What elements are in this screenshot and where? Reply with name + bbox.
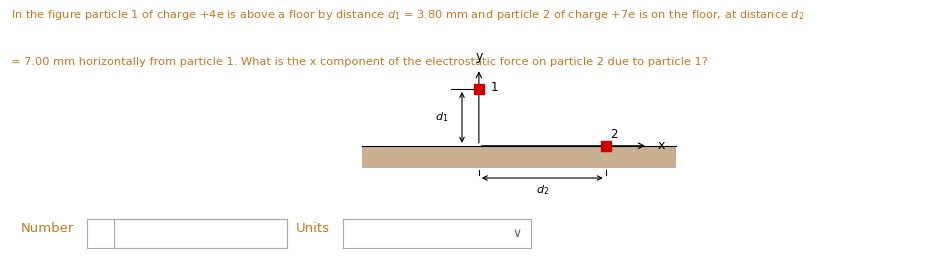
Text: $d_2$: $d_2$ <box>535 183 549 197</box>
Text: 2: 2 <box>610 128 618 141</box>
Text: 1: 1 <box>491 81 499 94</box>
Text: Number: Number <box>21 222 74 235</box>
Text: i: i <box>99 227 102 240</box>
Text: x: x <box>657 139 665 152</box>
Bar <box>362 146 676 168</box>
Text: Units: Units <box>296 222 330 235</box>
Text: y: y <box>475 50 483 63</box>
Text: ∨: ∨ <box>513 227 522 240</box>
Text: = 7.00 mm horizontally from particle 1. What is the x component of the electrost: = 7.00 mm horizontally from particle 1. … <box>11 57 708 67</box>
Text: $d_1$: $d_1$ <box>435 110 448 124</box>
Text: In the figure particle 1 of charge +4e is above a floor by distance $d_1$ = 3.80: In the figure particle 1 of charge +4e i… <box>11 8 805 22</box>
